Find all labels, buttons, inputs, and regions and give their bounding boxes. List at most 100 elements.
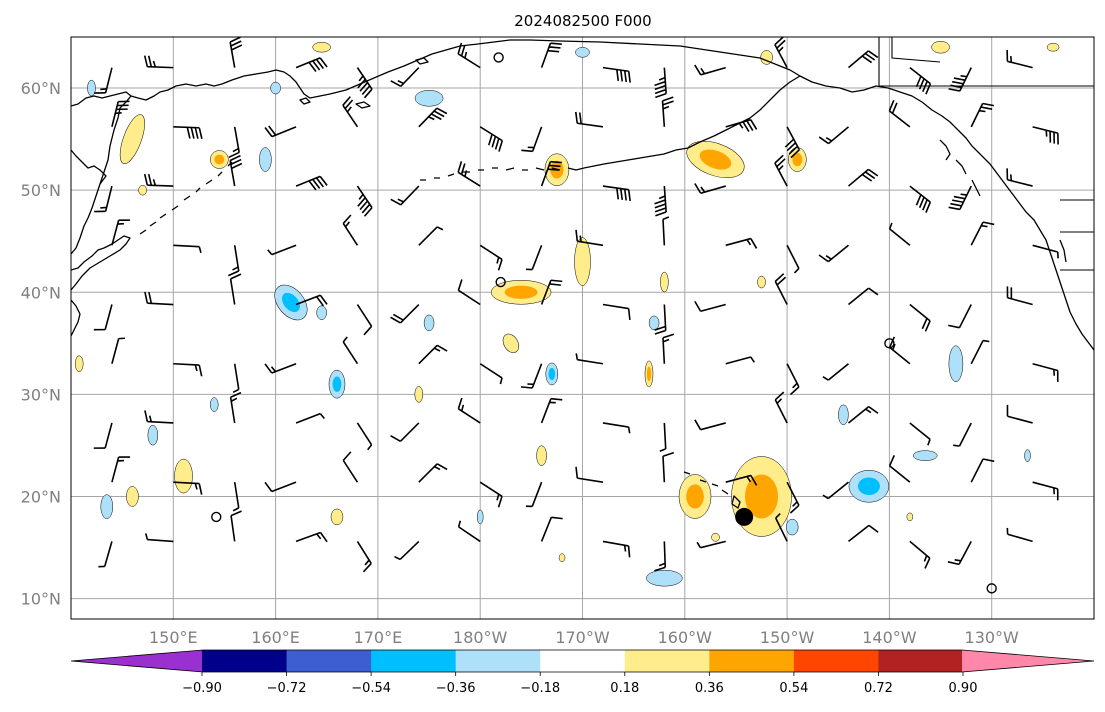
barb-flag [619, 188, 624, 200]
wind-barb [93, 422, 113, 449]
border-bc-us [1060, 199, 1094, 271]
barb-flag [549, 164, 561, 168]
wind-barb [356, 540, 372, 573]
barb-flag [549, 283, 561, 286]
barb-flag [861, 55, 873, 64]
contour-blob [126, 486, 139, 507]
barb-flag [575, 466, 579, 479]
barb-staff [1032, 126, 1059, 134]
barb-flag [357, 78, 366, 89]
wind-barb [602, 66, 631, 83]
coastline-kamchatka [71, 91, 132, 255]
barb-flag [776, 276, 787, 286]
contour-blob [1046, 42, 1060, 52]
contour-fill-inner [646, 366, 652, 382]
contour-blob [646, 569, 683, 587]
barb-flag [264, 363, 273, 374]
colorbar-segment [202, 650, 288, 672]
barb-flag [319, 175, 328, 186]
wind-barb [264, 481, 297, 493]
barb-flag [888, 100, 895, 112]
wind-barb [111, 219, 131, 246]
contour-fill [646, 569, 683, 587]
wind-barb [94, 185, 113, 213]
contour-blob [259, 147, 272, 172]
barb-staff [356, 185, 373, 209]
barb-staff [828, 126, 849, 145]
lon-label: 160°W [658, 628, 713, 647]
wind-barb [525, 481, 543, 508]
barb-half-flag [118, 337, 126, 340]
contour-blob [274, 284, 308, 321]
contour-blob [1024, 449, 1031, 462]
barb-half-flag [954, 558, 962, 562]
barb-flag [488, 134, 493, 146]
barb-staff [540, 279, 552, 305]
barb-half-flag [960, 74, 967, 78]
barb-half-flag [750, 356, 755, 363]
wind-barb [822, 481, 849, 500]
wind-barb [173, 244, 202, 253]
barb-flag [497, 496, 503, 508]
wind-barb [575, 229, 604, 247]
barb-flag [457, 397, 463, 410]
barb-flag [457, 161, 463, 173]
barb-flag [980, 106, 993, 110]
barb-flag [789, 386, 800, 396]
wind-barb [909, 303, 931, 332]
barb-flag [948, 88, 960, 92]
barb-half-flag [960, 193, 967, 196]
lat-label: 20°N [21, 487, 61, 506]
colorbar-outline [70, 649, 1095, 673]
contour-blob [785, 518, 799, 536]
wind-barb [143, 173, 174, 187]
barb-half-flag [152, 60, 157, 68]
contour-fill [906, 512, 914, 522]
barb-half-flag [434, 465, 441, 471]
barb-flag [148, 292, 153, 304]
barb-staff [602, 185, 629, 191]
barb-half-flag [198, 246, 202, 253]
barb-half-flag [364, 559, 370, 566]
contour-blob [838, 404, 849, 426]
wind-barb [479, 126, 504, 152]
barb-staff [889, 465, 911, 483]
colorbar-segment [540, 650, 626, 672]
barb-flag [655, 92, 667, 99]
barb-staff [399, 540, 420, 561]
barb-flag [750, 475, 758, 486]
wind-barb [479, 481, 503, 508]
barb-staff [827, 481, 849, 500]
barb-flag [116, 108, 128, 111]
wind-barbs [93, 37, 1059, 573]
barb-staff [233, 482, 240, 508]
barb-staff [147, 302, 174, 306]
wind-barb [602, 303, 631, 321]
barb-staff [229, 160, 236, 187]
lon-label: 150°E [149, 628, 198, 647]
barb-staff [479, 481, 503, 498]
wind-barb [774, 513, 788, 542]
barb-staff [418, 344, 438, 365]
wind-barb [888, 222, 911, 246]
wind-barb [525, 245, 543, 271]
barb-half-flag [778, 46, 784, 53]
contour-fill-inner [699, 149, 732, 170]
barb-flag [861, 173, 873, 182]
barb-staff [531, 245, 543, 270]
contour-blob [948, 345, 964, 382]
barb-staff [577, 358, 604, 365]
barb-staff [111, 456, 120, 483]
barb-flag [786, 142, 797, 152]
barb-staff [295, 57, 321, 69]
barb-flag [924, 557, 931, 569]
wind-barb [394, 540, 420, 561]
contour-blob [209, 397, 219, 412]
barb-staff [399, 303, 420, 324]
wind-barb [342, 214, 359, 246]
barb-staff [700, 540, 726, 549]
barb-flag [982, 458, 995, 463]
wind-barb [1006, 404, 1033, 424]
barb-staff [457, 53, 481, 69]
barb-flag [430, 113, 442, 121]
